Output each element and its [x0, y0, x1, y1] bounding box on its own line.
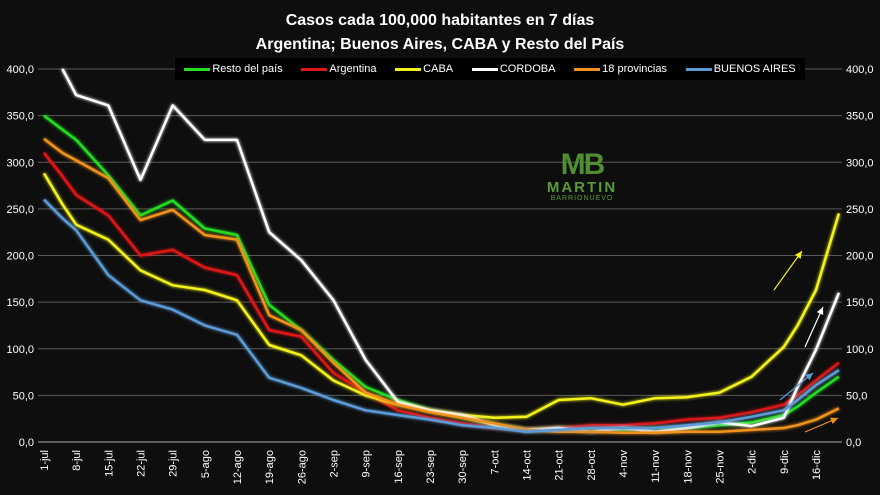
x-tick-label: 19-ago [264, 450, 276, 484]
legend-label: Argentina [329, 63, 377, 75]
logo-surname: BARRIONUEVO [550, 195, 614, 202]
legend-swatch [685, 67, 712, 71]
legend-label: CABA [423, 63, 454, 75]
x-tick-label: 1-jul [39, 450, 51, 471]
y-tick-label-right: 350,0 [846, 111, 874, 123]
legend-item: CORDOBA [471, 63, 556, 75]
legend-label: BUENOS AIRES [713, 63, 796, 75]
y-tick-label-left: 300,0 [6, 157, 34, 169]
legend-item: 18 provincias [574, 63, 667, 75]
x-tick-label: 14-oct [521, 450, 533, 481]
y-tick-label-left: 50,0 [13, 390, 34, 402]
series-line-buenos-aires [43, 198, 840, 433]
y-tick-label-left: 150,0 [6, 297, 34, 309]
legend-label: Resto del país [212, 63, 283, 75]
legend-item: BUENOS AIRES [685, 63, 796, 75]
y-tick-label-left: 200,0 [6, 251, 34, 263]
y-tick-label-right: 250,0 [846, 204, 874, 216]
series-line-18-provincias [43, 137, 840, 434]
x-tick-label: 23-sep [425, 450, 437, 484]
legend-label: CORDOBA [499, 63, 556, 75]
y-tick-label-right: 50,0 [846, 390, 867, 402]
series-line-caba [42, 172, 841, 420]
x-tick-label: 9-sep [361, 450, 373, 478]
x-tick-label: 5-ago [200, 450, 212, 478]
y-tick-label-left: 100,0 [6, 344, 34, 356]
arrow-head-icon [794, 251, 802, 259]
chart-title: Casos cada 100,000 habitantes en 7 días [285, 12, 595, 29]
x-tick-label: 12-ago [232, 450, 244, 484]
x-tick-label: 15-jul [103, 450, 115, 477]
legend-swatch [395, 67, 422, 71]
x-tick-label: 2-dic [747, 450, 759, 474]
y-tick-label-left: 400,0 [6, 64, 34, 76]
x-tick-label: 29-jul [168, 450, 180, 477]
trend-arrow [804, 306, 824, 348]
legend-swatch [574, 67, 601, 71]
x-tick-label: 22-jul [135, 450, 147, 477]
x-tick-label: 2-sep [328, 450, 340, 478]
y-tick-label-right: 0,0 [846, 437, 861, 449]
x-tick-label: 26-ago [296, 450, 308, 484]
x-tick-label: 30-sep [457, 450, 469, 484]
arrow-head-icon [830, 417, 838, 425]
arrow-head-icon [816, 307, 824, 315]
x-tick-label: 9-dic [779, 450, 791, 474]
y-tick-label-left: 0,0 [19, 437, 34, 449]
x-tick-label: 16-sep [393, 450, 405, 484]
x-tick-label: 25-nov [714, 450, 726, 484]
legend-label: 18 provincias [602, 63, 667, 75]
x-tick-label: 11-nov [650, 450, 662, 483]
legend-item: Resto del país [184, 63, 283, 75]
series-group [42, 68, 841, 434]
chart-subtitle: Argentina; Buenos Aires, CABA y Resto de… [255, 36, 625, 53]
x-tick-label: 28-oct [586, 450, 598, 481]
legend-item: Argentina [301, 63, 376, 75]
y-tick-label-right: 300,0 [846, 157, 874, 169]
x-tick-label: 7-oct [489, 450, 501, 474]
series-line-argentina [43, 152, 840, 432]
logo-name: MARTIN [546, 179, 618, 196]
x-tick-label: 21-oct [554, 450, 566, 481]
y-tick-label-right: 150,0 [846, 297, 874, 309]
x-tick-label: 4-nov [618, 450, 630, 478]
logo-mark: MB [560, 148, 606, 181]
legend-swatch [184, 67, 211, 71]
x-tick-label: 8-jul [71, 450, 83, 471]
legend-swatch [301, 67, 328, 71]
y-tick-label-left: 250,0 [6, 204, 34, 216]
y-tick-label-left: 350,0 [6, 111, 34, 123]
x-tick-label: 16-dic [811, 450, 823, 480]
y-tick-label-right: 400,0 [846, 64, 874, 76]
arrow-head-icon [805, 373, 813, 381]
logo: MB MARTIN BARRIONUEVO [536, 148, 628, 203]
y-tick-label-right: 200,0 [846, 251, 874, 263]
legend: Resto del país Argentina CABA CORDOBA 18 pro… [175, 58, 805, 80]
legend-swatch [471, 67, 498, 71]
legend-item: CABA [395, 63, 453, 75]
trend-arrow [773, 250, 803, 291]
series-line-cordoba [61, 68, 841, 433]
x-tick-label: 18-nov [682, 450, 694, 484]
y-tick-label-right: 100,0 [846, 344, 874, 356]
